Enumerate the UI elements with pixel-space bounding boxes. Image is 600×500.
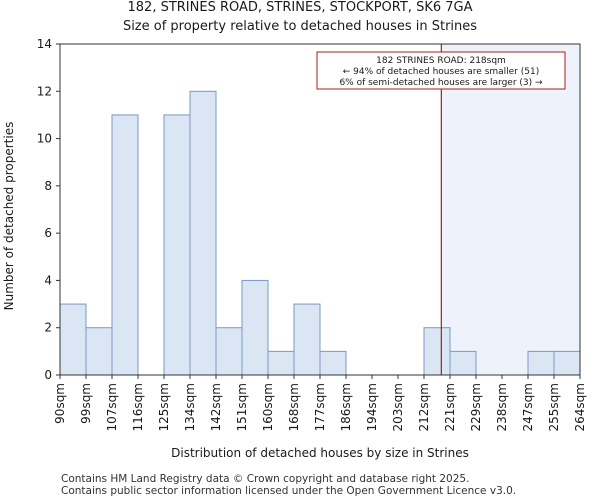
x-tick-label: 107sqm bbox=[105, 383, 119, 431]
x-tick-label: 194sqm bbox=[365, 383, 379, 431]
annotation-group: 182 STRINES ROAD: 218sqm← 94% of detache… bbox=[316, 51, 566, 90]
y-tick-label: 2 bbox=[44, 321, 52, 335]
footer-line-2: Contains public sector information licen… bbox=[61, 485, 517, 497]
bar-247sqm bbox=[527, 350, 555, 376]
x-tick-label: 264sqm bbox=[573, 383, 587, 431]
x-tick-label: 160sqm bbox=[261, 383, 275, 431]
y-tick-label: 6 bbox=[44, 226, 52, 240]
y-tick-label: 4 bbox=[44, 273, 52, 287]
bar-255sqm bbox=[553, 350, 581, 376]
bar-151sqm bbox=[241, 279, 269, 376]
footer-line-1: Contains HM Land Registry data © Crown c… bbox=[61, 473, 470, 485]
bar-177sqm bbox=[319, 350, 347, 376]
x-tick-label: 134sqm bbox=[183, 383, 197, 431]
y-axis-label: Number of detached properties bbox=[2, 122, 16, 311]
x-tick-label: 221sqm bbox=[443, 383, 457, 431]
plot-area bbox=[441, 44, 580, 375]
chart-subtitle: Size of property relative to detached ho… bbox=[122, 19, 478, 34]
x-tick-label: 116sqm bbox=[131, 383, 145, 431]
chart-title: 182, STRINES ROAD, STRINES, STOCKPORT, S… bbox=[127, 0, 473, 15]
y-tick-label: 12 bbox=[37, 84, 52, 98]
highlight-region bbox=[441, 44, 580, 375]
x-tick-label: 229sqm bbox=[469, 383, 483, 431]
annotation-line3: 6% of semi-detached houses are larger (3… bbox=[339, 78, 543, 88]
x-tick-label: 255sqm bbox=[547, 383, 561, 431]
bar-107sqm bbox=[111, 114, 139, 376]
bars-group bbox=[59, 90, 581, 376]
y-tick-label: 10 bbox=[37, 132, 52, 146]
bar-212sqm bbox=[423, 327, 451, 376]
bar-160sqm bbox=[267, 350, 295, 376]
y-tick-label: 14 bbox=[37, 37, 52, 51]
y-ticks-group: 0 2 4 6 8 10 12 14 bbox=[37, 37, 60, 382]
x-tick-label: 168sqm bbox=[287, 383, 301, 431]
bar-142sqm bbox=[215, 327, 243, 376]
bar-125sqm bbox=[163, 114, 191, 376]
x-tick-label: 247sqm bbox=[521, 383, 535, 431]
x-tick-label: 151sqm bbox=[235, 383, 249, 431]
x-tick-label: 125sqm bbox=[157, 383, 171, 431]
x-tick-label: 177sqm bbox=[313, 383, 327, 431]
x-tick-label: 212sqm bbox=[417, 383, 431, 431]
annotation-line1: 182 STRINES ROAD: 218sqm bbox=[376, 56, 506, 66]
x-tick-label: 186sqm bbox=[339, 383, 353, 431]
x-tick-label: 203sqm bbox=[391, 383, 405, 431]
x-axis-label: Distribution of detached houses by size … bbox=[171, 446, 469, 460]
bar-90sqm bbox=[59, 303, 87, 376]
x-tick-label: 90sqm bbox=[53, 383, 67, 424]
x-tick-label: 142sqm bbox=[209, 383, 223, 431]
annotation-line2: ← 94% of detached houses are smaller (51… bbox=[343, 67, 540, 77]
bar-99sqm bbox=[85, 327, 113, 376]
annotation-box bbox=[316, 51, 566, 90]
y-tick-label: 0 bbox=[44, 368, 52, 382]
x-ticks-group: 90sqm 99sqm 107sqm 116sqm 125sqm 134sqm 142sqm… bbox=[53, 375, 587, 431]
bar-168sqm bbox=[293, 303, 321, 376]
y-tick-label: 8 bbox=[44, 179, 52, 193]
x-tick-label: 99sqm bbox=[79, 383, 93, 424]
bar-134sqm bbox=[189, 90, 217, 376]
x-tick-label: 238sqm bbox=[495, 383, 509, 431]
bar-221sqm bbox=[449, 350, 477, 376]
